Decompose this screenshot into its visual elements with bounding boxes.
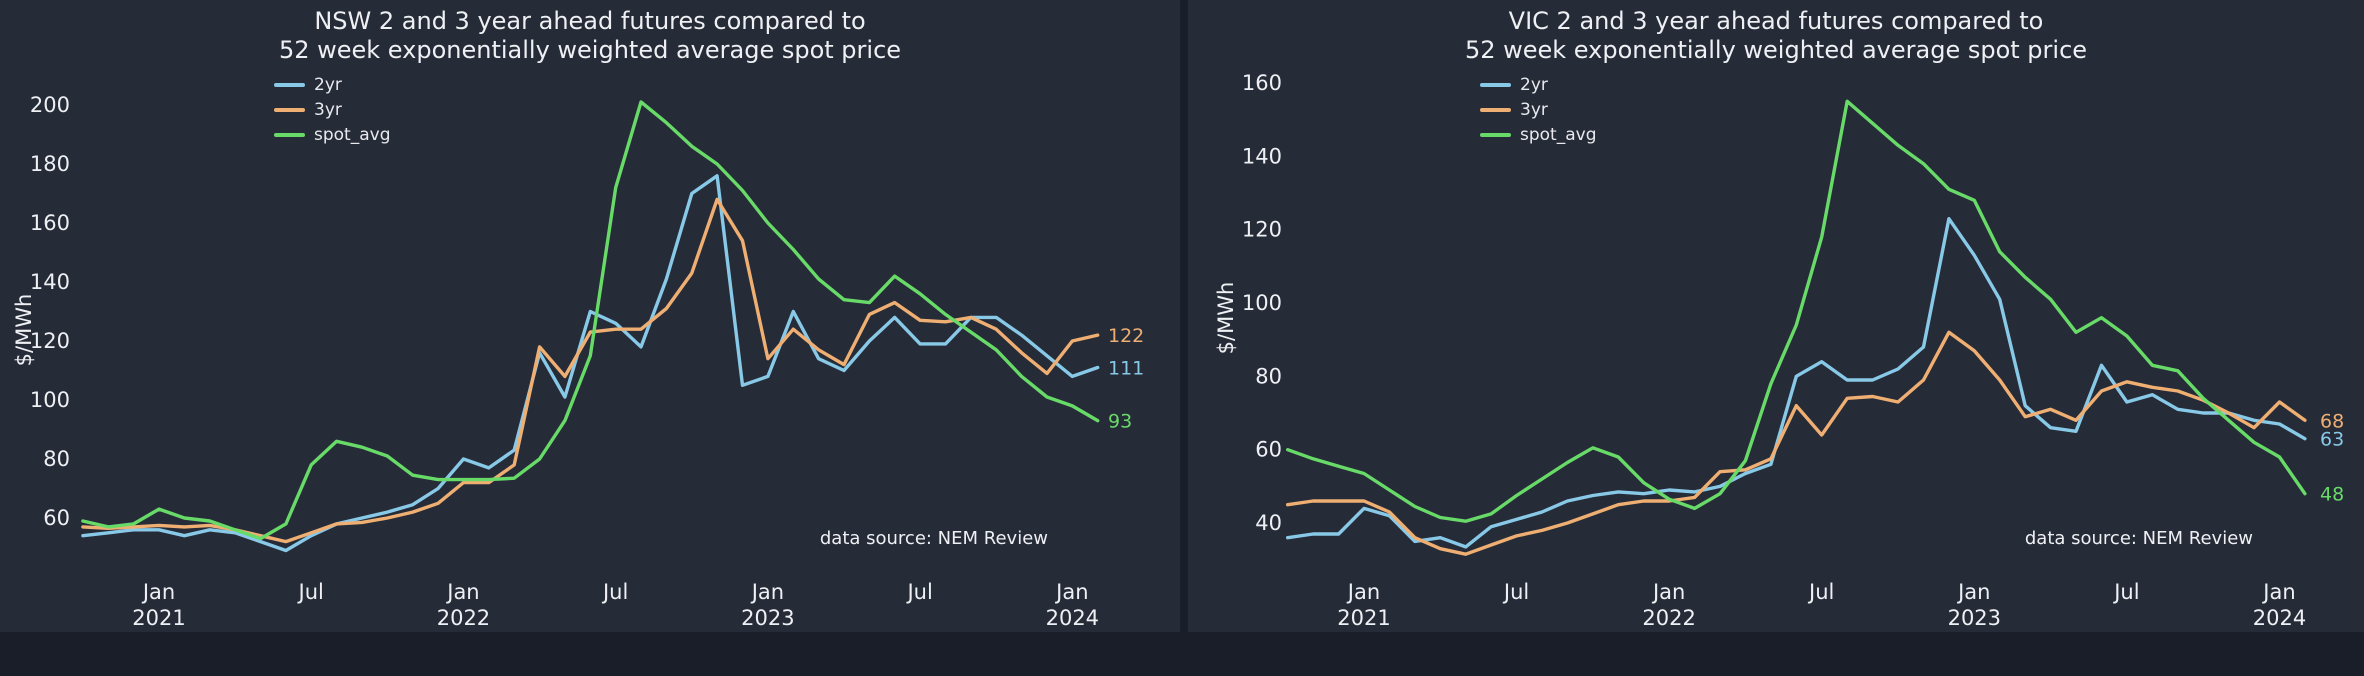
nsw-end-value-label-spot_avg: 93	[1108, 411, 1132, 433]
x-tick-year-label: 2022	[1642, 606, 1695, 630]
vic-end-value-label-spot_avg: 48	[2320, 484, 2344, 506]
vic-series-line-3yr	[1285, 330, 2307, 556]
x-tick-year-label: 2023	[741, 606, 794, 630]
nsw-series-line-3yr	[81, 197, 1100, 544]
x-tick-label: Jul	[905, 580, 932, 604]
x-tick-year-label: 2024	[1046, 606, 1099, 630]
x-tick-label: Jan	[141, 580, 175, 604]
vic-legend-label-3yr: 3yr	[1520, 100, 1548, 120]
x-tick-label: Jul	[1502, 580, 1529, 604]
y-tick-label: 140	[30, 270, 70, 294]
3yr-line-swatch-icon	[1480, 108, 1511, 112]
y-tick-label: 140	[1242, 144, 1282, 168]
nsw-futures-chart-panel: 60 80 100 120 140 160 180 200 Jan 2021 Jul Jan 2022 J…	[0, 0, 1180, 632]
vic-y-axis-title: $/MWh	[1214, 281, 1238, 355]
2yr-line-swatch-icon	[274, 83, 305, 87]
x-tick-label: Jul	[297, 580, 324, 604]
nsw-end-value-label-2yr: 111	[1108, 358, 1144, 380]
nsw-legend-label-2yr: 2yr	[314, 75, 342, 95]
x-tick-label: Jul	[601, 580, 628, 604]
spot-avg-line-swatch-icon	[1480, 133, 1511, 137]
x-tick-label: Jan	[1054, 580, 1088, 604]
x-tick-year-label: 2021	[132, 606, 185, 630]
vic-legend-item-2yr[interactable]: 2yr	[1480, 75, 1596, 95]
y-tick-label: 80	[43, 447, 70, 471]
x-tick-label: Jan	[750, 580, 784, 604]
y-tick-label: 160	[1242, 71, 1282, 95]
vic-legend-label-2yr: 2yr	[1520, 75, 1548, 95]
x-tick-label: Jan	[445, 580, 479, 604]
vic-legend: 2yr 3yr spot_avg	[1480, 75, 1597, 145]
vic-series-line-spot_avg	[1285, 99, 2307, 523]
y-tick-label: 40	[1255, 511, 1282, 535]
y-tick-label: 100	[1242, 291, 1282, 315]
nsw-y-axis-title: $/MWh	[12, 293, 36, 367]
nsw-data-source-annotation: data source: NEM Review	[819, 528, 1048, 549]
y-tick-label: 160	[30, 211, 70, 235]
vic-series-line-2yr	[1285, 216, 2307, 549]
y-tick-label: 180	[30, 152, 70, 176]
x-tick-label: Jan	[1956, 580, 1990, 604]
x-tick-label: Jan	[2261, 580, 2295, 604]
x-tick-year-label: 2022	[437, 606, 490, 630]
nsw-legend-item-2yr[interactable]: 2yr	[274, 75, 390, 95]
nsw-end-value-label-3yr: 122	[1108, 325, 1144, 347]
x-tick-label: Jan	[1346, 580, 1380, 604]
spot-avg-line-swatch-icon	[274, 133, 305, 137]
y-tick-label: 100	[30, 388, 70, 412]
nsw-legend-label-3yr: 3yr	[314, 100, 342, 120]
nsw-legend-item-3yr[interactable]: 3yr	[274, 100, 390, 120]
y-tick-label: 120	[30, 329, 70, 353]
nsw-series-line-spot_avg	[81, 100, 1100, 541]
y-tick-label: 80	[1255, 364, 1282, 388]
nsw-legend: 2yr 3yr spot_avg	[274, 75, 391, 145]
x-tick-year-label: 2021	[1337, 606, 1390, 630]
y-tick-label: 60	[1255, 438, 1282, 462]
x-tick-label: Jul	[1807, 580, 1834, 604]
3yr-line-swatch-icon	[274, 108, 305, 112]
nsw-legend-label-spot-avg: spot_avg	[314, 125, 391, 145]
x-tick-year-label: 2024	[2253, 606, 2306, 630]
nsw-series-line-2yr	[81, 174, 1100, 553]
vic-legend-item-spot-avg[interactable]: spot_avg	[1480, 125, 1597, 145]
nsw-legend-item-spot-avg[interactable]: spot_avg	[274, 125, 391, 145]
x-tick-year-label: 2023	[1948, 606, 2001, 630]
y-tick-label: 120	[1242, 218, 1282, 242]
2yr-line-swatch-icon	[1480, 83, 1511, 87]
x-tick-label: Jul	[2112, 580, 2139, 604]
y-tick-label: 200	[30, 93, 70, 117]
vic-end-value-label-2yr: 63	[2320, 429, 2344, 451]
vic-futures-chart-panel: 40 60 80 100 120 140 160 Jan 2021 Jul Jan 2022 Jul Ja…	[1188, 0, 2364, 632]
x-tick-label: Jan	[1651, 580, 1685, 604]
y-tick-label: 60	[43, 506, 70, 530]
vic-end-value-label-3yr: 68	[2320, 410, 2344, 432]
vic-legend-label-spot-avg: spot_avg	[1520, 125, 1597, 145]
vic-legend-item-3yr[interactable]: 3yr	[1480, 100, 1596, 120]
vic-data-source-annotation: data source: NEM Review	[2024, 528, 2253, 549]
